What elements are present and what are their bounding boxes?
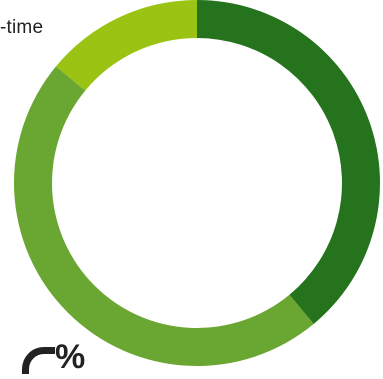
donut-slice-2 <box>14 66 314 366</box>
bottom-label-fragment: % <box>22 340 85 374</box>
donut-slice-3 <box>55 0 197 91</box>
bottom-arc-glyph <box>22 347 55 374</box>
donut-slice-1 <box>197 0 380 325</box>
top-label-fragment: -time <box>0 17 44 38</box>
percent-sign: % <box>55 338 86 376</box>
